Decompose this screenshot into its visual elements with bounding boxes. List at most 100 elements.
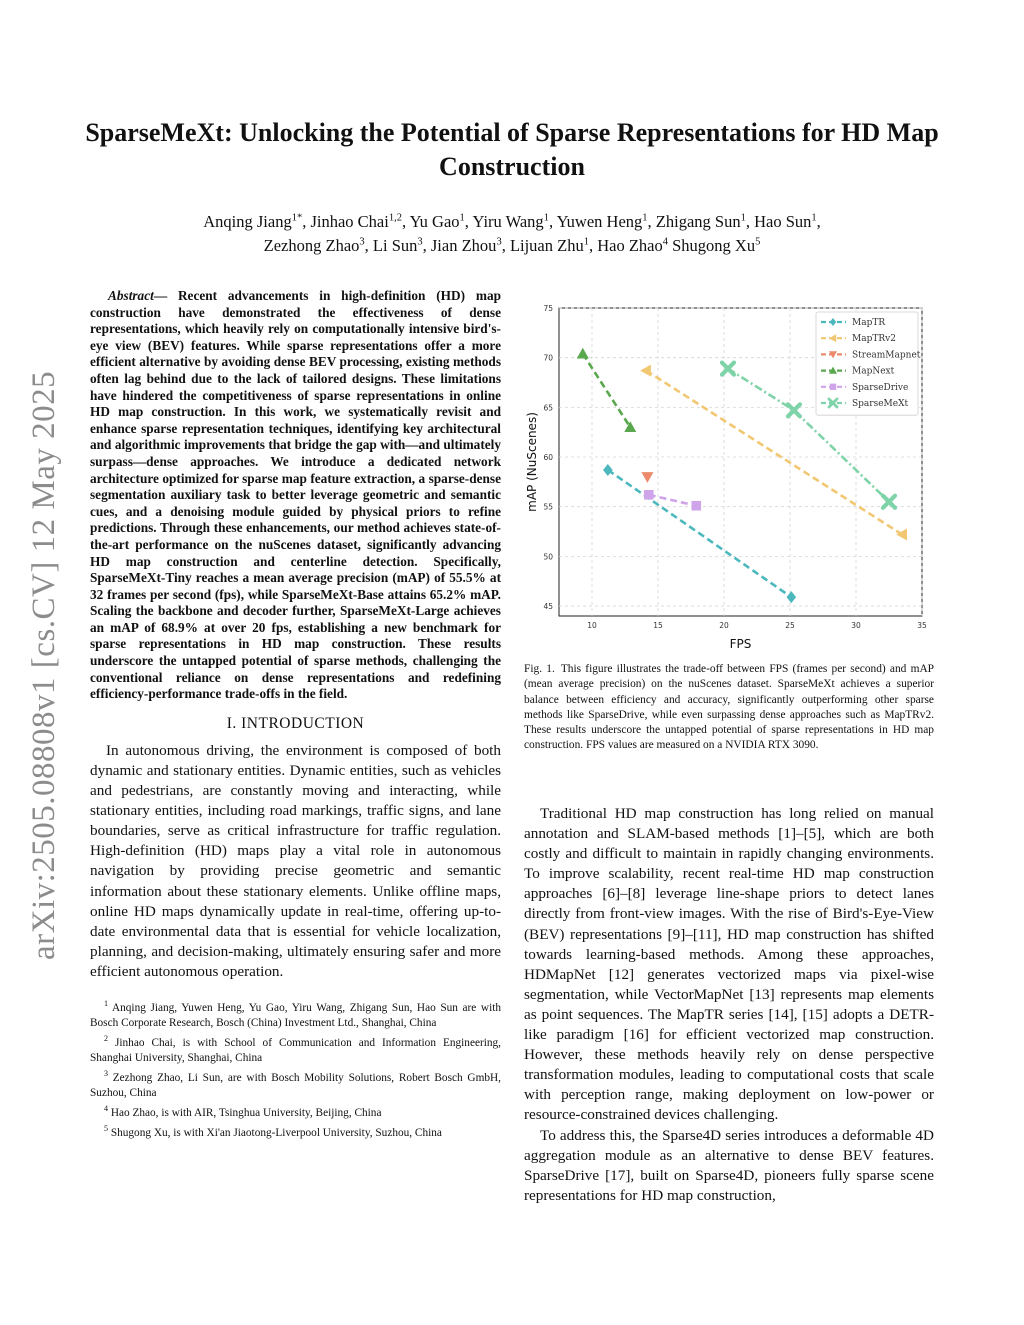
data-point-sparsemext — [880, 493, 898, 510]
author-name: Zhigang Sun — [655, 212, 741, 231]
author-affiliation-mark: 5 — [755, 236, 761, 248]
author-affiliation-mark: 1* — [291, 212, 303, 224]
author-name: Jian Zhou — [430, 236, 497, 255]
series-line-mapnext — [581, 352, 632, 428]
x-axis-label: FPS — [730, 637, 752, 650]
author-affiliation-mark: 1 — [740, 212, 746, 224]
author-name: Zezhong Zhao — [263, 236, 360, 255]
legend-marker-mapnext — [829, 366, 837, 374]
data-point-maptr — [603, 463, 613, 476]
author-affiliation-mark: 3 — [359, 236, 365, 248]
author-name: Jinhao Chai — [310, 212, 389, 231]
marker-stroke — [785, 402, 803, 419]
footnote: 4 Hao Zhao, is with AIR, Tsinghua Univer… — [90, 1101, 501, 1121]
y-tick-label: 70 — [543, 354, 553, 363]
figure-caption: Fig. 1. This figure illustrates the trade… — [524, 662, 934, 754]
x-tick-label: 35 — [917, 621, 927, 630]
data-point-sparsedrive — [643, 489, 654, 500]
footnote-mark: 5 — [104, 1124, 108, 1134]
legend-label-sparsedrive: SparseDrive — [852, 383, 908, 393]
author-name: Li Sun — [372, 236, 418, 255]
marker-stroke — [880, 493, 898, 510]
footnote-text: Jinhao Chai, is with School of Communica… — [90, 1036, 501, 1065]
data-point-sparsemext — [719, 360, 737, 377]
fps-map-chart: 10 15 20 25 30 35 45 50 55 60 65 70 75 FPS mAP (NuScen… — [525, 304, 927, 650]
y-tick-label: 65 — [543, 403, 553, 412]
author-affiliation-mark: 1 — [583, 236, 589, 248]
author-affiliation-mark: 1 — [642, 212, 648, 224]
right-column: Traditional HD map construction has long… — [524, 804, 934, 1206]
data-point-maptr — [786, 591, 797, 604]
x-tick-label: 25 — [785, 621, 795, 630]
legend-label-streammapnet: StreamMapnet — [852, 350, 921, 360]
x-tick-label: 15 — [653, 621, 663, 630]
data-point-sparsedrive — [691, 500, 702, 511]
legend-label-mapnext: MapNext — [852, 367, 895, 377]
data-point-maptrv2 — [640, 364, 651, 377]
author-affiliation-mark: 3 — [496, 236, 502, 248]
figure-caption-text: This figure illustrates the trade-off be… — [524, 663, 935, 752]
x-tick-label: 30 — [851, 621, 861, 630]
paper-title: SparseMeXt: Unlocking the Potential of S… — [85, 118, 939, 181]
abstract-label: Abstract — [108, 288, 154, 303]
legend-marker-sparsedrive — [829, 383, 837, 390]
author-name: Anqing Jiang — [203, 212, 292, 231]
x-tick-label: 10 — [587, 621, 597, 630]
data-point-mapnext — [624, 421, 637, 433]
author-affiliation-mark: 1 — [543, 212, 549, 224]
legend-marker-maptrv2 — [829, 334, 837, 343]
y-tick-label: 60 — [543, 453, 553, 462]
legend-marker-sparsemext — [827, 397, 839, 409]
marker-stroke — [827, 397, 839, 409]
series-line-sparsedrive — [648, 493, 697, 507]
footnote-text: Anqing Jiang, Yuwen Heng, Yu Gao, Yiru W… — [90, 1001, 501, 1029]
y-axis-label: mAP (NuScenes) — [525, 412, 539, 512]
author-affiliation-mark: 3 — [417, 236, 423, 248]
figure-label: Fig. 1. — [524, 663, 555, 675]
author-name: Lijuan Zhu — [509, 236, 584, 255]
footnote-mark: 2 — [104, 1034, 108, 1044]
y-tick-label: 75 — [543, 304, 553, 313]
author-affiliation-mark: 1 — [459, 212, 465, 224]
arxiv-side-label: arXiv:2505.08808v1 [cs.CV] 12 May 2025 — [26, 370, 62, 960]
author-name: Yuwen Heng — [556, 212, 643, 231]
legend-marker-maptr — [829, 318, 837, 326]
footnote: 5 Shugong Xu, is with Xi'an Jiaotong-Liv… — [90, 1121, 501, 1141]
author-name: Yu Gao — [409, 212, 460, 231]
y-tick-label: 55 — [543, 503, 553, 512]
author-name: Hao Sun — [754, 212, 812, 231]
footnote: 3 Zezhong Zhao, Li Sun, are with Bosch M… — [90, 1066, 501, 1101]
author-name: Hao Zhao — [597, 236, 663, 255]
author-name: Shugong Xu — [672, 236, 756, 255]
legend-label-maptr: MapTR — [852, 318, 885, 328]
x-tick-label: 20 — [719, 621, 729, 630]
intro-paragraph-2: Traditional HD map construction has long… — [524, 805, 934, 1124]
footnote-mark: 3 — [104, 1069, 108, 1079]
footnote-mark: 1 — [104, 998, 108, 1008]
author-affiliation-mark: 4 — [662, 236, 668, 248]
author-affiliation-mark: 1,2 — [388, 212, 402, 224]
footnote: 2 Jinhao Chai, is with School of Communi… — [90, 1031, 501, 1066]
data-point-streammapnet — [641, 472, 654, 483]
series-line-maptrv2 — [645, 369, 903, 536]
data-point-maptrv2 — [896, 528, 907, 541]
intro-paragraph-1: In autonomous driving, the environment i… — [90, 741, 501, 980]
footnote-text: Zezhong Zhao, Li Sun, are with Bosch Mob… — [90, 1072, 501, 1100]
legend-label-sparsemext: SparseMeXt — [852, 399, 908, 409]
footnotes: 1 Anqing Jiang, Yuwen Heng, Yu Gao, Yiru… — [90, 996, 501, 1141]
y-tick-label: 50 — [543, 552, 553, 561]
legend-label-maptrv2: MapTRv2 — [852, 334, 896, 344]
abstract-text: — Recent advancements in high-definition… — [90, 288, 501, 702]
left-column: Abstract— Recent advancements in high-de… — [90, 288, 501, 1141]
data-point-sparsemext — [785, 402, 803, 419]
author-list: Anqing Jiang1*, Jinhao Chai1,2, Yu Gao1,… — [203, 212, 821, 255]
abstract: Abstract— Recent advancements in high-de… — [90, 288, 501, 703]
legend-marker-streammapnet — [829, 351, 837, 359]
intro-paragraph-3: To address this, the Sparse4D series int… — [524, 1126, 934, 1204]
series-line-sparsemext — [727, 367, 890, 503]
series-line-maptr — [607, 468, 793, 599]
section-heading: I. INTRODUCTION — [226, 714, 365, 732]
footnote: 1 Anqing Jiang, Yuwen Heng, Yu Gao, Yiru… — [90, 996, 501, 1031]
marker-stroke — [719, 360, 737, 377]
author-name: Yiru Wang — [472, 212, 544, 231]
